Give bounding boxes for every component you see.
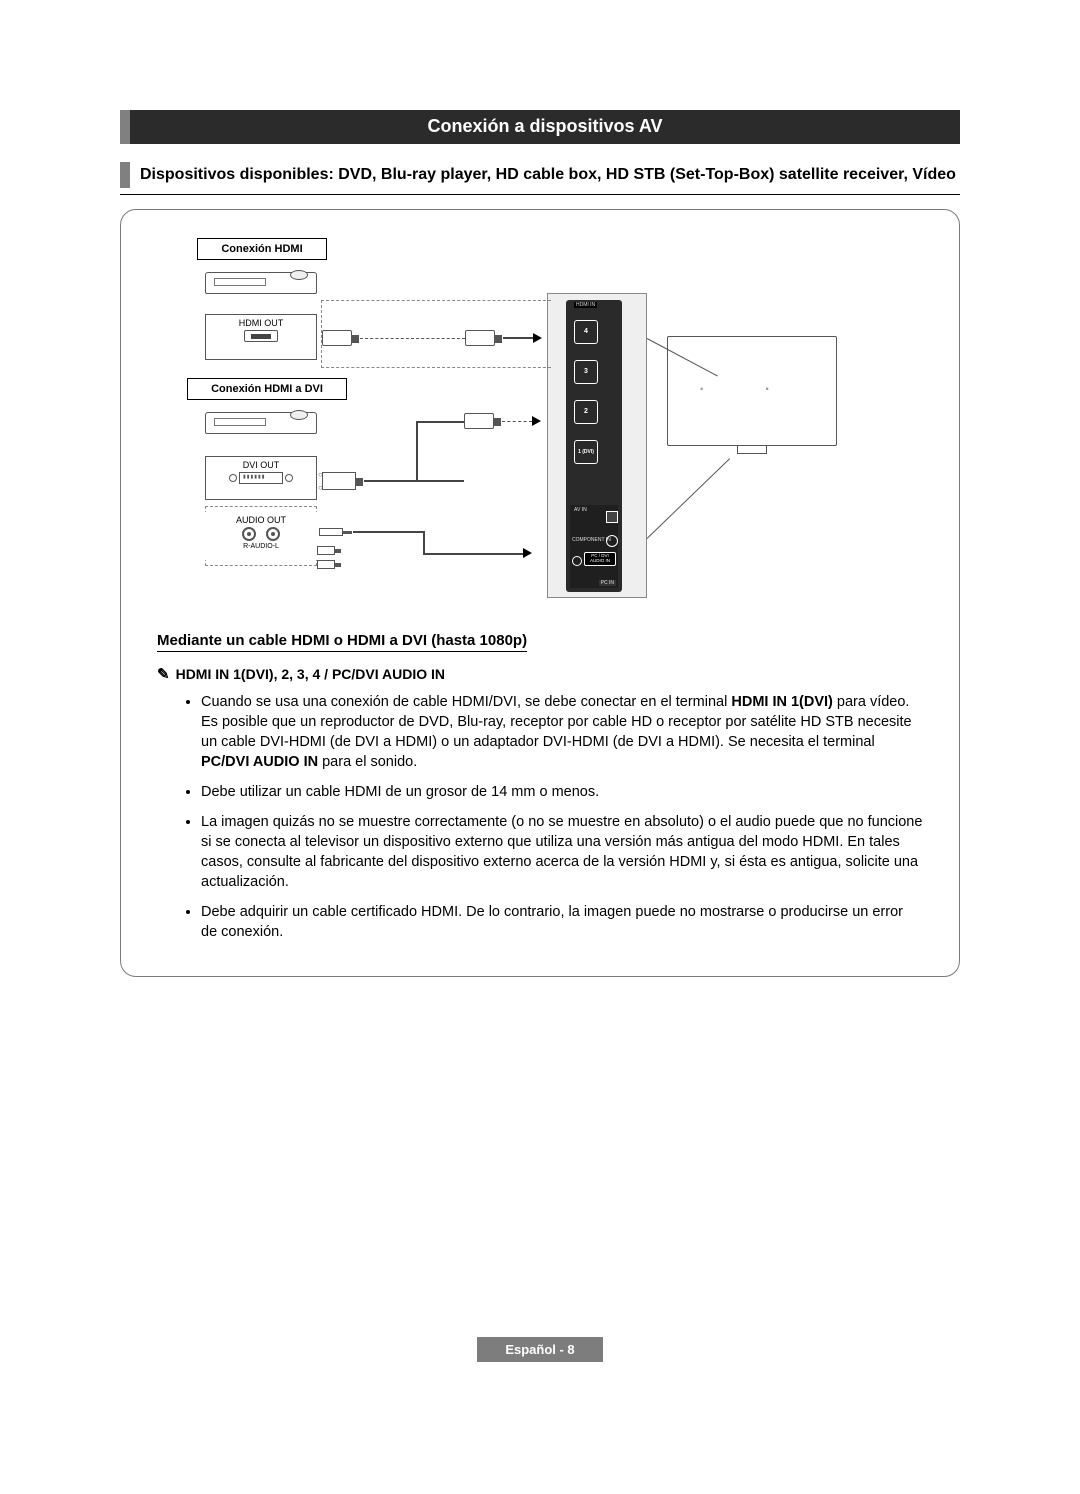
connection-diagram: HDMI IN 4 3 2 1 (DVI) AV IN COMPONENT IN…: [157, 238, 923, 608]
audio-arrow: [523, 548, 532, 558]
section-header: Conexión a dispositivos AV: [120, 110, 960, 144]
note-icon: ✎: [157, 666, 170, 684]
footer-label: Español - 8: [477, 1337, 602, 1362]
callout-line-2: [647, 458, 730, 539]
tv-port-column: HDMI IN 4 3 2 1 (DVI) AV IN COMPONENT IN…: [566, 300, 622, 592]
bullet-2: Debe utilizar un cable HDMI de un grosor…: [201, 782, 923, 802]
sub-title: Dispositivos disponibles: DVD, Blu-ray p…: [140, 162, 956, 188]
sub-header: Dispositivos disponibles: DVD, Blu-ray p…: [120, 162, 960, 188]
hdmi-in-label: HDMI IN: [574, 302, 597, 308]
audio-cable: [353, 531, 423, 533]
hdmi-out-label: HDMI OUT: [206, 318, 316, 328]
audio-out-label: AUDIO OUT: [205, 515, 317, 525]
bullet-3: La imagen quizás no se muestre correctam…: [201, 812, 923, 892]
dvi-arrow: [532, 416, 541, 426]
header-accent: [120, 110, 130, 144]
cable-subheading: Mediante un cable HDMI o HDMI a DVI (has…: [157, 632, 527, 652]
note-text: HDMI IN 1(DVI), 2, 3, 4 / PC/DVI AUDIO I…: [176, 666, 445, 684]
dvi-out-box: DVI OUT: [205, 456, 317, 500]
hdmi-port-4: 4: [574, 320, 598, 344]
page: Conexión a dispositivos AV Dispositivos …: [0, 0, 1080, 1422]
bottom-port-group: AV IN COMPONENT IN PC / DVI AUDIO IN PC …: [570, 505, 618, 588]
label-conexion-hdmi-dvi: Conexión HDMI a DVI: [187, 378, 347, 400]
rca-plug-l: [317, 560, 335, 569]
r-audio-l-label: R-AUDIO-L: [205, 543, 317, 550]
audio-out-box: AUDIO OUT R-AUDIO-L: [205, 512, 317, 560]
hdmi-out-box: HDMI OUT: [205, 314, 317, 360]
hdmi-port-2: 2: [574, 400, 598, 424]
component-in-label: COMPONENT IN: [572, 537, 611, 543]
bullet-1: Cuando se usa una conexión de cable HDMI…: [201, 692, 923, 772]
rca-plug-r: [317, 546, 335, 555]
tv-back-panel: HDMI IN 4 3 2 1 (DVI) AV IN COMPONENT IN…: [547, 293, 647, 598]
pc-in-label: PC IN: [599, 580, 616, 586]
component-port-icon: [606, 535, 618, 547]
av-port-icon: [606, 511, 618, 523]
audio-plug-left: [319, 528, 343, 536]
audio-cable-h2: [423, 553, 523, 555]
bullet-list: Cuando se usa una conexión de cable HDMI…: [201, 692, 923, 942]
subheader-accent: [120, 162, 130, 188]
tv-dots: · ·: [698, 375, 797, 401]
dvi-cable: [364, 480, 464, 482]
dvi-dashed: [502, 421, 532, 422]
hdmi-port-1-dvi: 1 (DVI): [574, 440, 598, 464]
hdmi-multi-guide: [321, 300, 551, 368]
section-title: Conexión a dispositivos AV: [130, 110, 960, 144]
sub-underline: [120, 194, 960, 195]
dvi-hdmi-plug: [464, 413, 494, 429]
bullet-4: Debe adquirir un cable certificado HDMI.…: [201, 902, 923, 942]
rca-jacks-icon: [205, 527, 317, 541]
page-footer: Español - 8: [120, 1337, 960, 1362]
dvi-port-icon: [206, 472, 316, 484]
dvi-cable-up-v: [416, 421, 418, 481]
diagram-container: HDMI IN 4 3 2 1 (DVI) AV IN COMPONENT IN…: [120, 209, 960, 977]
dvi-out-label: DVI OUT: [206, 460, 316, 470]
label-conexion-hdmi: Conexión HDMI: [197, 238, 327, 260]
hdmi-socket-icon: [244, 330, 278, 342]
av-in-label: AV IN: [574, 507, 587, 513]
note-line: ✎ HDMI IN 1(DVI), 2, 3, 4 / PC/DVI AUDIO…: [157, 666, 923, 684]
dvi-device-icon: [205, 412, 317, 434]
hdmi-device-icon: [205, 272, 317, 294]
audio-cable-v: [423, 531, 425, 553]
dvi-plug: ○○: [322, 472, 356, 490]
hdmi-port-3: 3: [574, 360, 598, 384]
cable-subheading-row: Mediante un cable HDMI o HDMI a DVI (has…: [157, 632, 923, 666]
audio-jack-icon: [572, 556, 582, 566]
dvi-cable-up-h: [417, 421, 464, 423]
tv-front-outline: · ·: [667, 336, 837, 446]
pc-dvi-audio-in-badge: PC / DVI AUDIO IN: [584, 552, 616, 566]
